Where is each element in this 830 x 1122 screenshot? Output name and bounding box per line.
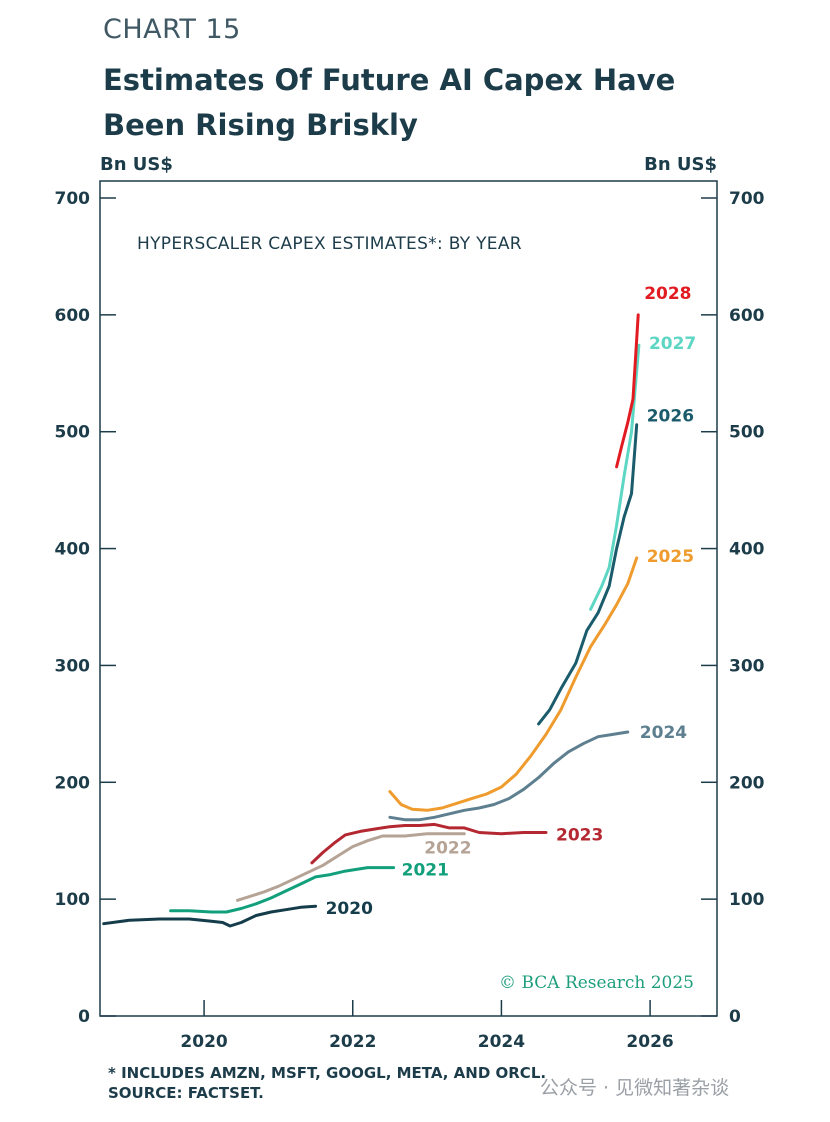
y-tick-label-left: 400 xyxy=(55,540,91,560)
y-tick-label-right: 700 xyxy=(729,189,765,209)
y-tick-label-left: 500 xyxy=(55,423,91,443)
x-tick-label: 2026 xyxy=(626,1032,673,1052)
footnote: * INCLUDES AMZN, MSFT, GOOGL, META, AND … xyxy=(108,1063,546,1103)
x-tick-label: 2020 xyxy=(180,1032,227,1052)
series-line-2026 xyxy=(537,423,639,726)
series-label-2023: 2023 xyxy=(556,826,603,846)
watermark-label: 公众号 · 见微知著杂谈 xyxy=(540,1077,730,1099)
y-tick-label-left: 300 xyxy=(55,656,91,676)
series-line-2022 xyxy=(236,832,466,902)
footnote-note: * INCLUDES AMZN, MSFT, GOOGL, META, AND … xyxy=(108,1064,547,1082)
series-label-2028: 2028 xyxy=(644,284,691,304)
y-tick-label-left: 200 xyxy=(55,773,91,793)
y-tick-label-left: 600 xyxy=(55,306,91,326)
y-tick-label-right: 600 xyxy=(729,306,765,326)
y-tick-label-left: 0 xyxy=(78,1007,90,1027)
y-tick-label-right: 300 xyxy=(729,656,765,676)
series-label-2020: 2020 xyxy=(326,899,373,919)
plot-frame xyxy=(99,180,718,1017)
footnote-source: SOURCE: FACTSET. xyxy=(108,1084,264,1102)
y-tick-label-left: 100 xyxy=(55,890,91,910)
series-line-2023 xyxy=(310,822,548,865)
series-label-2026: 2026 xyxy=(647,407,694,427)
series-line-2024 xyxy=(388,730,630,822)
series-label-2021: 2021 xyxy=(402,861,449,881)
y-tick-label-right: 100 xyxy=(729,890,765,910)
series-label-2024: 2024 xyxy=(640,723,687,743)
chart-label: CHART 15 xyxy=(103,14,241,45)
y-tick-label-right: 500 xyxy=(729,423,765,443)
page-title: Estimates Of Future AI Capex Have Been R… xyxy=(103,63,676,142)
y-tick-label-right: 400 xyxy=(729,540,765,560)
series-line-2021 xyxy=(169,866,396,914)
series-label-2022: 2022 xyxy=(424,839,471,859)
series-label-2027: 2027 xyxy=(649,334,696,354)
x-tick-label: 2022 xyxy=(329,1032,376,1052)
series-line-2020 xyxy=(102,904,318,928)
inner-chart-title: HYPERSCALER CAPEX ESTIMATES*: BY YEAR xyxy=(137,234,522,254)
y-tick-label-right: 200 xyxy=(729,773,765,793)
series-line-2025 xyxy=(388,556,639,812)
y-tick-label-right: 0 xyxy=(729,1007,741,1027)
x-tick-label: 2024 xyxy=(478,1032,525,1052)
y-axis-unit-left: Bn US$ xyxy=(100,154,173,175)
series-line-2027 xyxy=(589,343,641,611)
y-axis-unit-right: Bn US$ xyxy=(644,154,717,175)
credit-label: © BCA Research 2025 xyxy=(499,973,694,993)
series-line-2028 xyxy=(615,313,640,469)
series-label-2025: 2025 xyxy=(647,547,694,567)
y-tick-label-left: 700 xyxy=(55,189,91,209)
